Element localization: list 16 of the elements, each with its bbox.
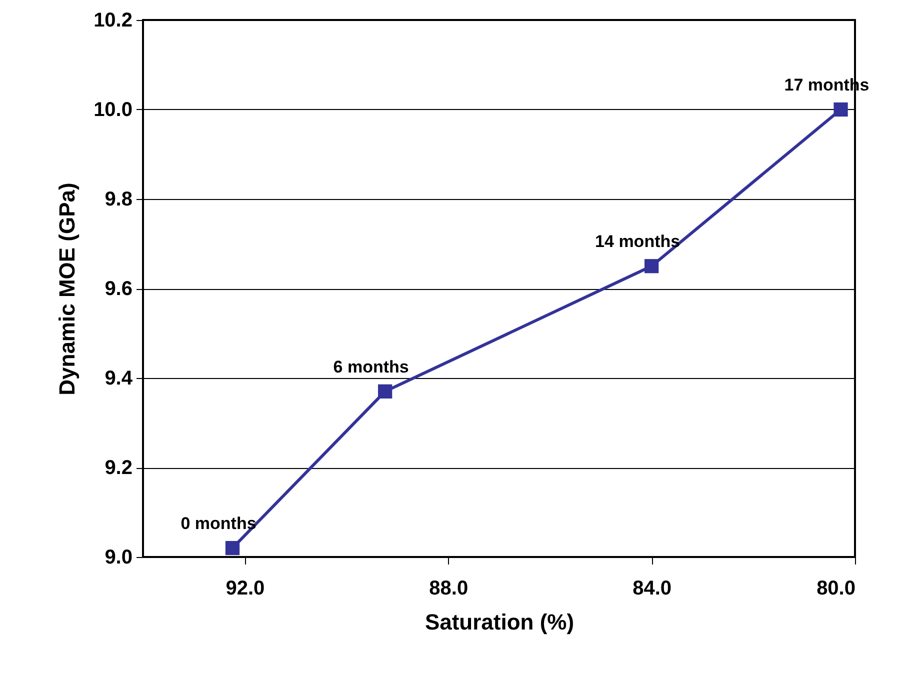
x-tick-label: 92.0 (226, 578, 265, 600)
annotation: 14 months (595, 232, 680, 252)
x-tick-label: 88.0 (429, 578, 468, 600)
y-tick-label: 9.8 (104, 188, 132, 210)
annotation: 0 months (180, 514, 256, 534)
y-tick-label: 9.0 (104, 546, 132, 568)
y-axis-title: Dynamic MOE (GPa) (54, 182, 80, 396)
x-tick-label: 80.0 (816, 578, 856, 600)
y-tick-label: 9.2 (104, 457, 132, 479)
x-tick-label: 84.0 (632, 578, 672, 600)
y-tick-label: 10.0 (94, 99, 132, 121)
annotation: 6 months (333, 357, 409, 376)
x-axis-title: Saturation (%) (424, 610, 574, 634)
y-tick-label: 9.4 (104, 368, 134, 390)
y-tick-label: 9.6 (104, 278, 132, 300)
y-tick-label: 10.2 (94, 10, 132, 32)
